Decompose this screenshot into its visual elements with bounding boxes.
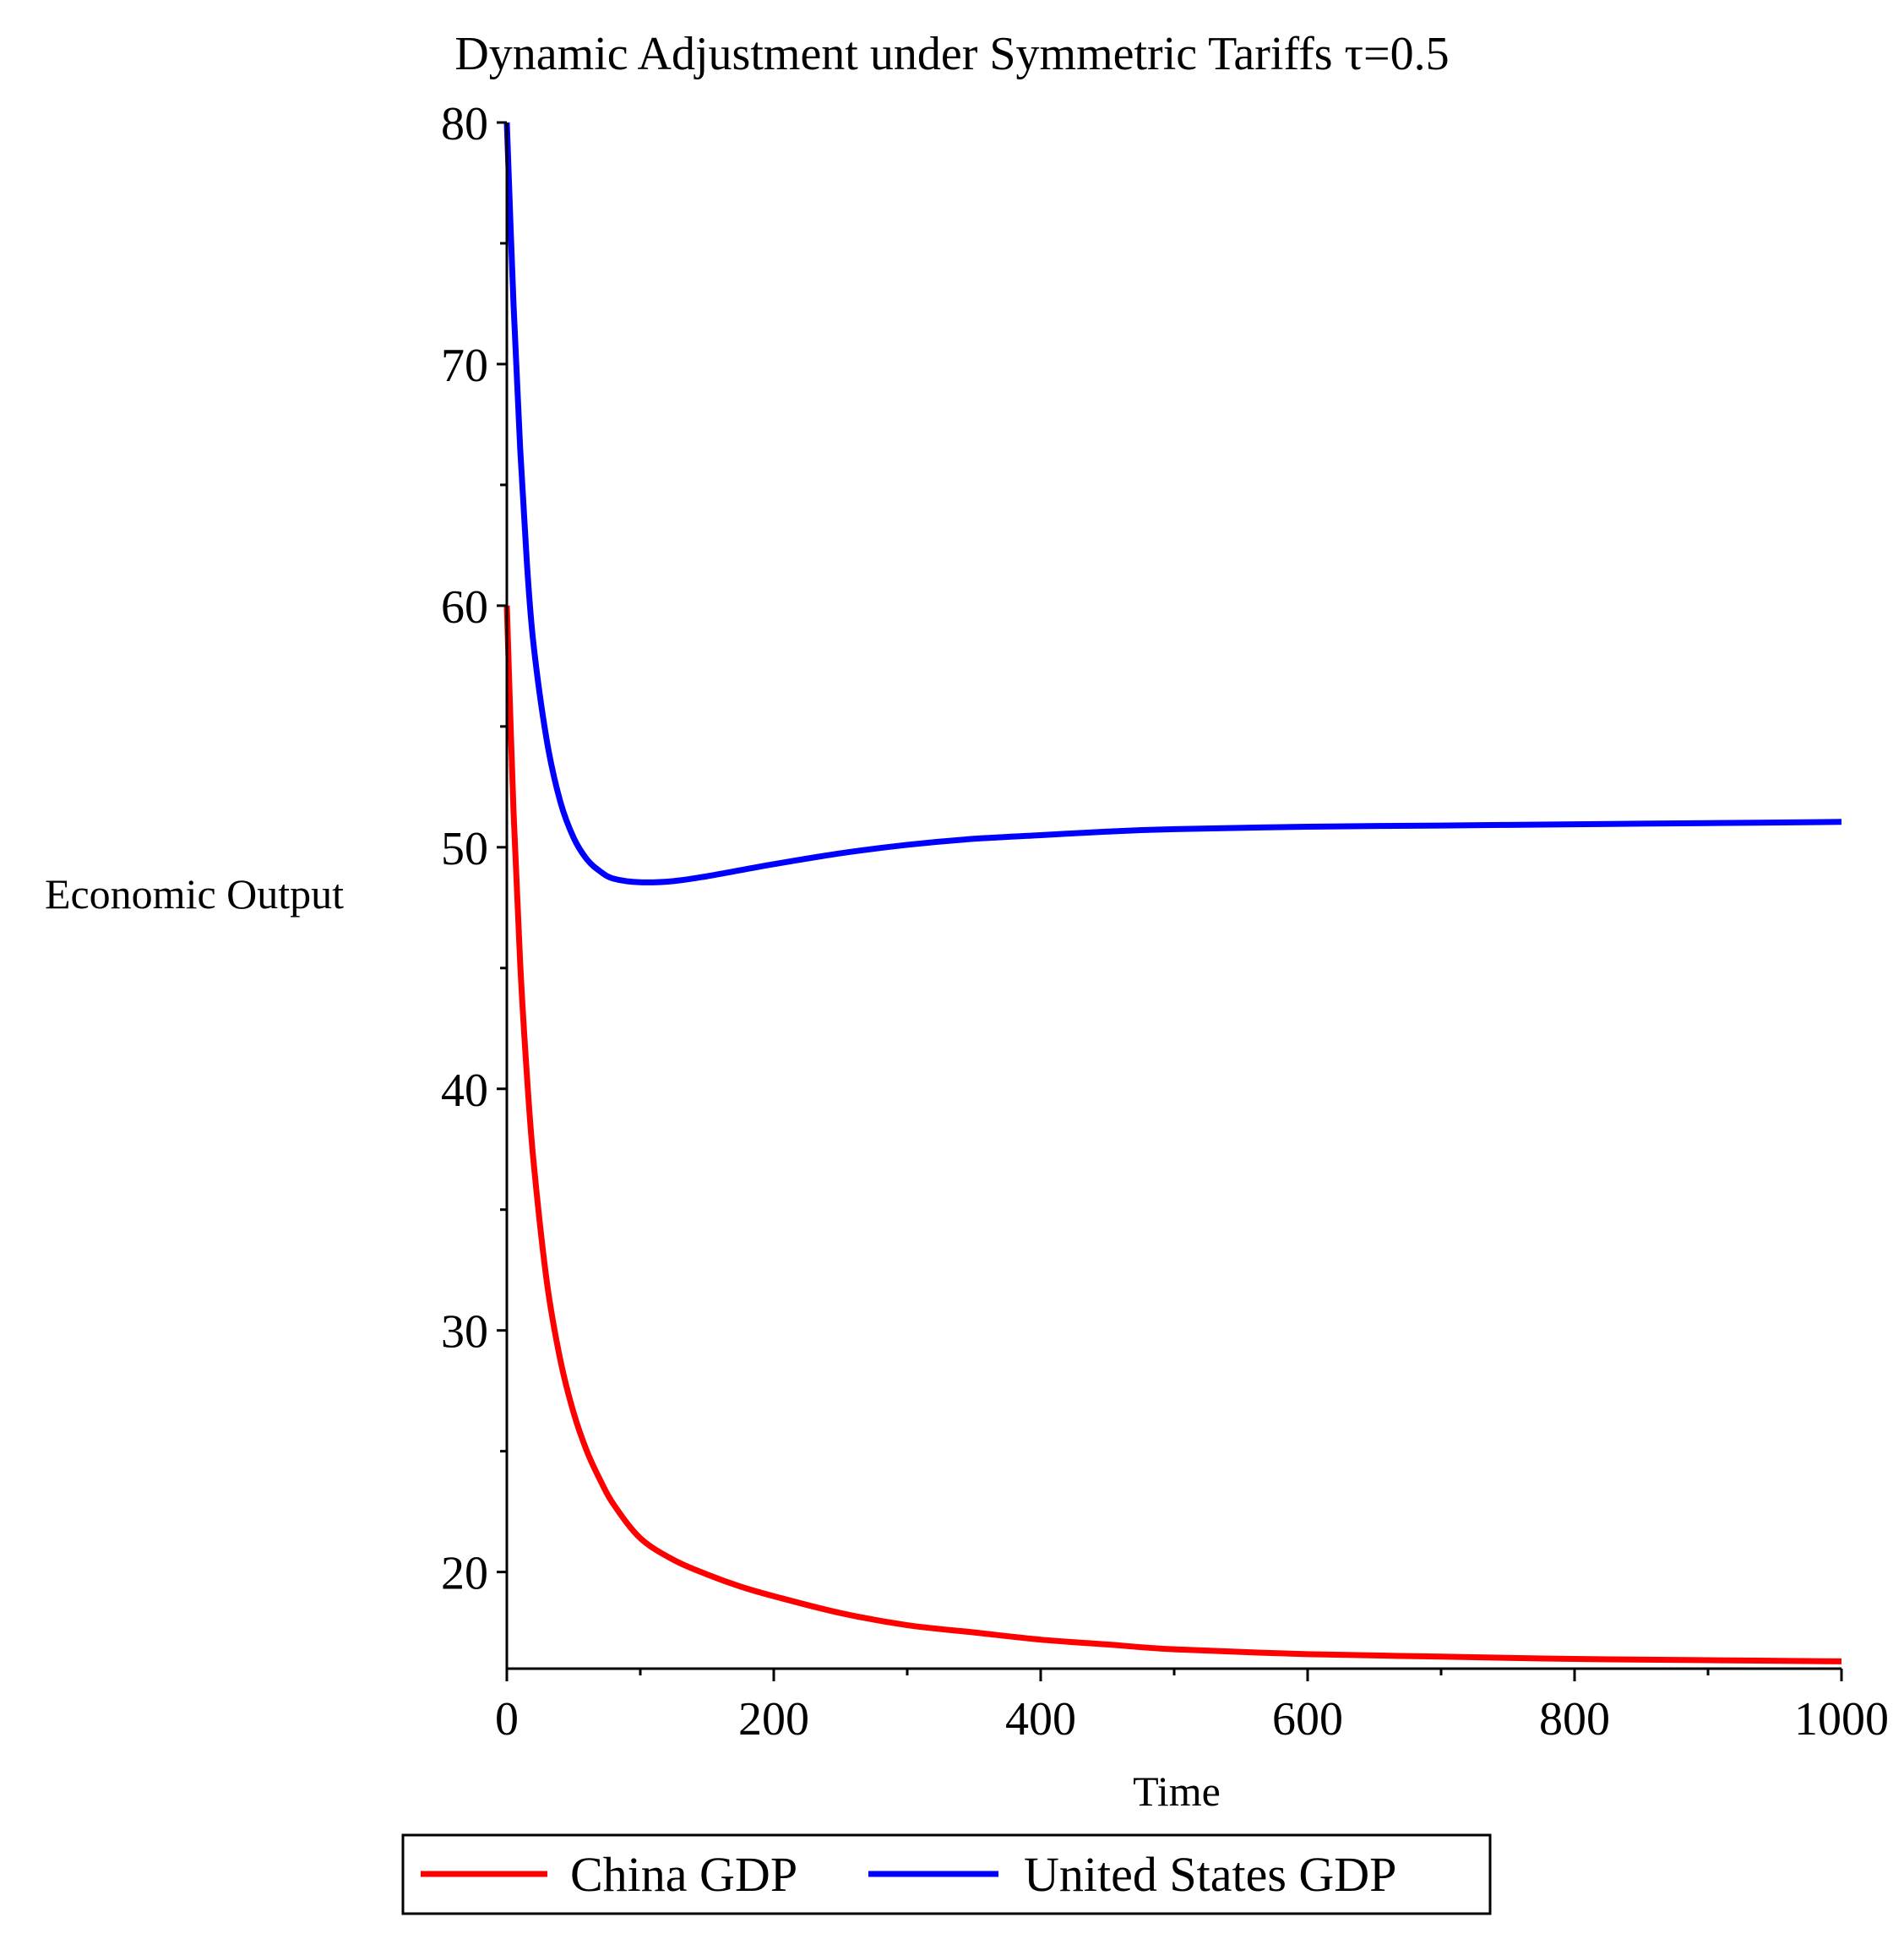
x-tick-label-200: 200 bbox=[738, 1693, 809, 1746]
series-line-united-states-gdp bbox=[503, 122, 1842, 885]
x-ticks: 0 200 400 600 800 1000 bbox=[495, 1669, 1889, 1746]
legend-label-china-gdp: China GDP bbox=[570, 1847, 797, 1902]
y-ticks: 20 30 40 50 60 70 80 bbox=[441, 98, 507, 1600]
plot-area: 0 200 400 600 800 1000 20 30 40 50 60 70 80 bbox=[441, 98, 1889, 1746]
y-tick-label-50: 50 bbox=[441, 823, 488, 875]
y-tick-label-80: 80 bbox=[441, 98, 488, 150]
x-tick-label-600: 600 bbox=[1272, 1693, 1343, 1746]
y-tick-label-40: 40 bbox=[441, 1065, 488, 1117]
series-line-china-gdp bbox=[503, 605, 1842, 1664]
x-tick-label-0: 0 bbox=[495, 1693, 519, 1746]
y-axis-label: Economic Output bbox=[45, 870, 344, 918]
y-tick-label-20: 20 bbox=[441, 1548, 488, 1600]
y-tick-label-30: 30 bbox=[441, 1306, 488, 1359]
legend: China GDP United States GDP bbox=[401, 1833, 1492, 1915]
y-tick-label-70: 70 bbox=[441, 340, 488, 392]
legend-label-united-states-gdp: United States GDP bbox=[1024, 1847, 1396, 1902]
x-tick-label-400: 400 bbox=[1005, 1693, 1076, 1746]
series-lines bbox=[503, 122, 1842, 1664]
x-tick-label-1000: 1000 bbox=[1794, 1693, 1889, 1746]
y-tick-label-60: 60 bbox=[441, 581, 488, 634]
x-tick-label-800: 800 bbox=[1539, 1693, 1610, 1746]
x-axis-label: Time bbox=[1133, 1767, 1221, 1815]
chart-title: Dynamic Adjustment under Symmetric Tarif… bbox=[454, 28, 1449, 80]
